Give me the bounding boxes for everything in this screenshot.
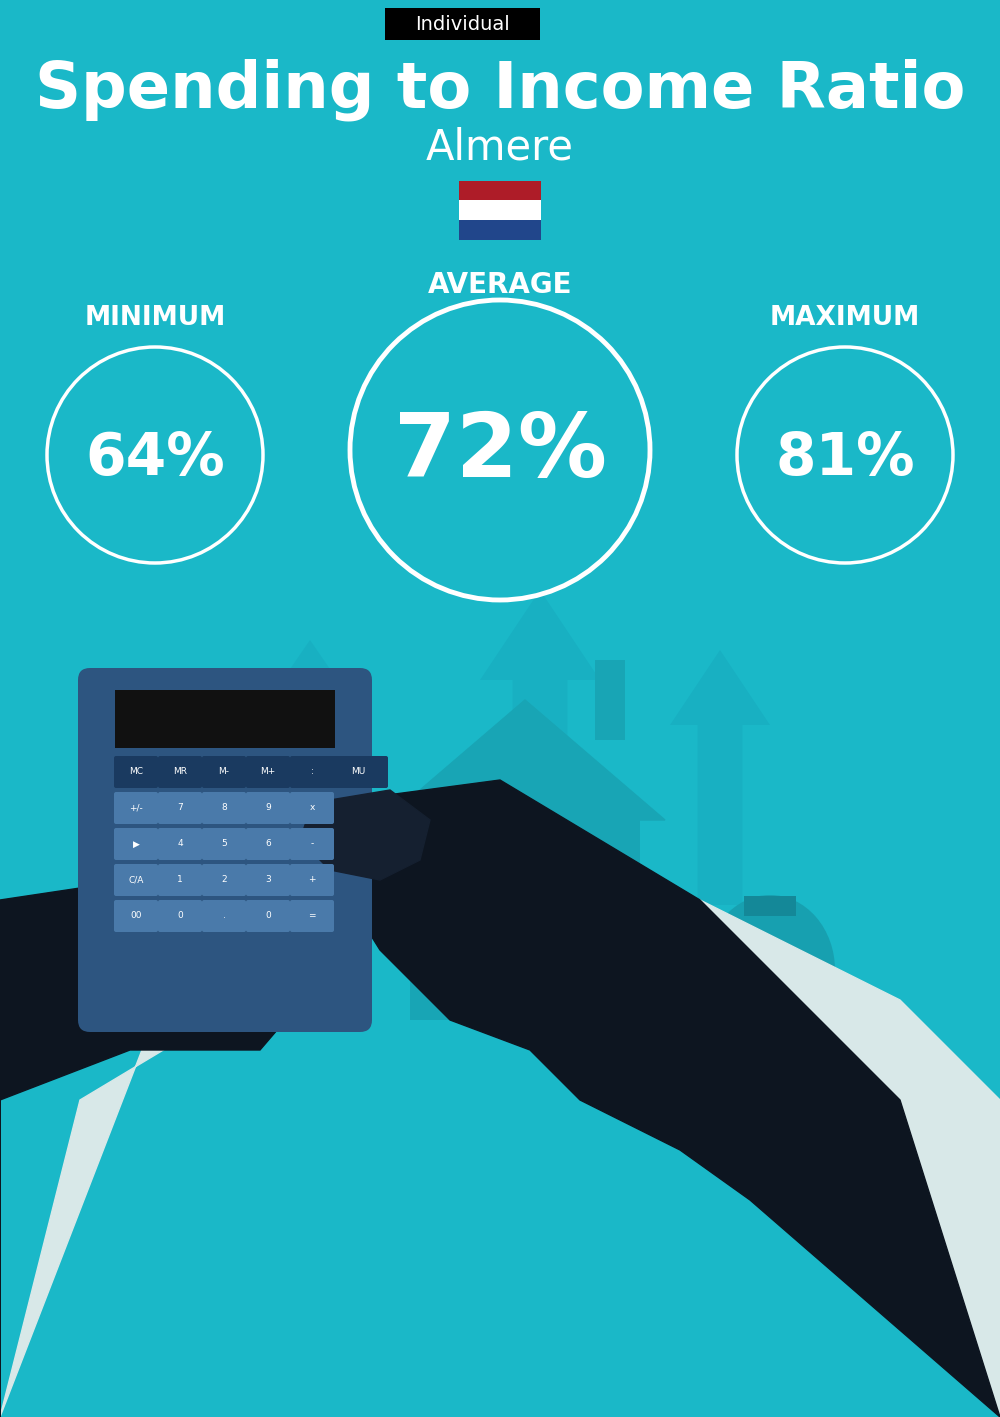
Polygon shape [480,589,600,910]
Bar [620,985,730,993]
Polygon shape [0,900,280,1417]
Text: -: - [310,839,314,849]
FancyBboxPatch shape [290,792,334,825]
Polygon shape [0,870,320,1417]
FancyBboxPatch shape [246,828,290,860]
Text: MC: MC [129,768,143,777]
FancyBboxPatch shape [158,828,202,860]
FancyBboxPatch shape [202,900,246,932]
Bar [490,870,560,1020]
Bar [595,660,625,740]
FancyBboxPatch shape [114,900,158,932]
Polygon shape [600,900,1000,1417]
Polygon shape [255,640,365,910]
Text: Spending to Income Ratio: Spending to Income Ratio [35,58,965,122]
Text: MINIMUM: MINIMUM [84,305,226,332]
Text: 8: 8 [221,803,227,812]
FancyBboxPatch shape [202,792,246,825]
FancyBboxPatch shape [158,757,202,788]
FancyBboxPatch shape [114,792,158,825]
Bar [620,1006,730,1015]
FancyBboxPatch shape [158,792,202,825]
FancyBboxPatch shape [202,864,246,896]
Text: AVERAGE: AVERAGE [428,271,572,299]
FancyBboxPatch shape [290,864,334,896]
Text: 2: 2 [221,876,227,884]
Ellipse shape [705,896,835,1044]
FancyBboxPatch shape [114,757,158,788]
Text: M-: M- [218,768,230,777]
Text: M+: M+ [260,768,276,777]
Text: MU: MU [351,768,366,777]
Text: Almere: Almere [426,128,574,169]
FancyBboxPatch shape [202,828,246,860]
Ellipse shape [625,905,705,995]
Bar [648,905,682,920]
FancyBboxPatch shape [290,828,334,860]
Text: 6: 6 [265,839,271,849]
Polygon shape [300,791,430,880]
Text: .: . [223,911,225,921]
Text: :: : [311,768,313,777]
Text: 3: 3 [265,876,271,884]
Bar [459,220,541,239]
Text: x: x [309,803,315,812]
FancyBboxPatch shape [246,757,290,788]
Bar [620,999,730,1007]
Bar [620,1020,730,1029]
Text: +/-: +/- [129,803,143,812]
Text: MR: MR [173,768,187,777]
FancyBboxPatch shape [202,757,246,788]
Text: 81%: 81% [775,429,915,486]
Text: $: $ [750,941,790,999]
Text: ▶: ▶ [133,839,139,849]
Bar [459,181,541,201]
FancyBboxPatch shape [329,757,388,788]
Bar [115,690,335,748]
Text: 0: 0 [265,911,271,921]
FancyBboxPatch shape [246,864,290,896]
FancyBboxPatch shape [158,864,202,896]
Text: 64%: 64% [85,429,225,486]
FancyBboxPatch shape [114,864,158,896]
Text: =: = [308,911,316,921]
Text: 5: 5 [221,839,227,849]
FancyBboxPatch shape [246,792,290,825]
Text: +: + [308,876,316,884]
Text: 72%: 72% [394,408,606,496]
FancyBboxPatch shape [385,9,540,40]
Text: 0: 0 [177,911,183,921]
Text: 9: 9 [265,803,271,812]
Bar [620,1013,730,1022]
Text: MAXIMUM: MAXIMUM [770,305,920,332]
Text: 00: 00 [130,911,142,921]
Bar [620,992,730,1000]
FancyBboxPatch shape [158,900,202,932]
FancyBboxPatch shape [290,900,334,932]
Text: 4: 4 [177,839,183,849]
Polygon shape [140,760,370,870]
FancyBboxPatch shape [290,757,334,788]
FancyBboxPatch shape [114,828,158,860]
Bar [744,896,796,915]
Polygon shape [330,779,1000,1417]
Text: C/A: C/A [128,876,144,884]
FancyBboxPatch shape [78,667,372,1032]
Polygon shape [670,650,770,905]
Polygon shape [385,700,665,820]
Bar [410,820,640,1020]
Text: 1: 1 [177,876,183,884]
Bar [459,200,541,220]
Text: Individual: Individual [415,14,510,34]
Text: 7: 7 [177,803,183,812]
FancyBboxPatch shape [246,900,290,932]
